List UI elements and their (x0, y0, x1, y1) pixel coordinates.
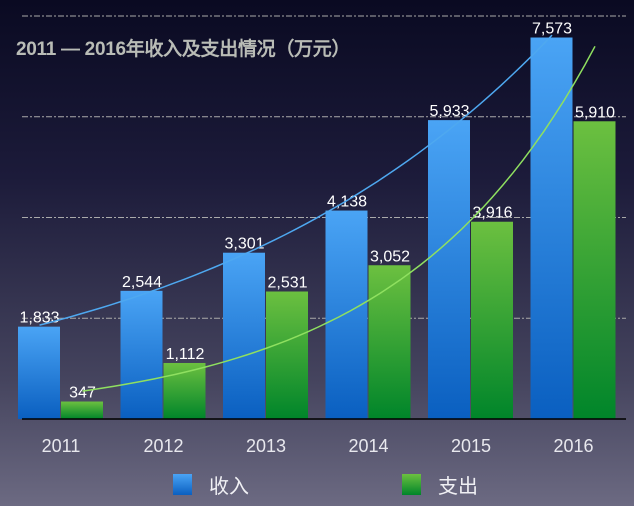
trendline-expense (82, 45, 596, 392)
legend-label: 支出 (438, 474, 478, 498)
bar-income-2011 (18, 326, 60, 419)
data-label: 1,833 (19, 310, 59, 327)
x-tick-label: 2015 (451, 436, 491, 456)
bar-expense-2012 (163, 362, 206, 419)
bar-income-2015 (428, 120, 470, 419)
bar-income-2013 (223, 252, 265, 419)
data-label: 347 (69, 385, 96, 402)
x-tick-label: 2014 (348, 436, 388, 456)
bar-expense-2011 (61, 401, 103, 419)
data-label: 2,531 (267, 275, 307, 292)
legend-swatch (402, 474, 421, 495)
bar-expense-2014 (368, 265, 411, 419)
x-tick-label: 2013 (246, 436, 286, 456)
bar-income-2012 (120, 290, 163, 419)
data-label: 3,301 (224, 236, 264, 253)
data-label: 5,933 (429, 103, 469, 120)
data-label: 7,573 (532, 21, 572, 38)
data-label: 5,910 (575, 104, 615, 121)
data-label: 1,112 (166, 346, 205, 363)
bar-income-2014 (325, 210, 368, 419)
legend-label: 收入 (209, 474, 249, 498)
trendline-income (39, 34, 553, 326)
x-tick-label: 2012 (143, 436, 183, 456)
x-tick-label: 2016 (553, 436, 593, 456)
legend-swatch (173, 474, 192, 495)
bar-expense-2016 (573, 121, 616, 419)
data-label: 2,544 (122, 274, 162, 291)
data-label: 3,052 (370, 248, 410, 265)
bar-expense-2015 (471, 221, 513, 419)
bar-income-2016 (530, 37, 573, 419)
bar-expense-2013 (266, 291, 308, 419)
x-tick-label: 2011 (42, 436, 81, 456)
chart-title: 2011 — 2016年收入及支出情况（万元） (16, 39, 351, 60)
data-label: 3,916 (472, 205, 512, 222)
